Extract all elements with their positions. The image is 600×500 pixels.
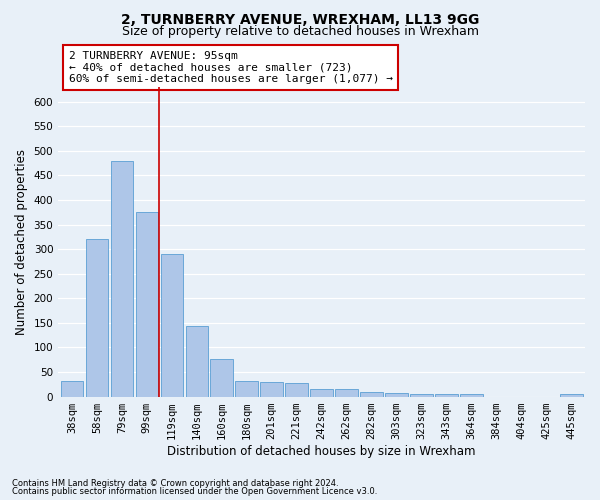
Bar: [335, 388, 358, 396]
Bar: [110, 160, 133, 396]
Bar: [260, 382, 283, 396]
Bar: [211, 359, 233, 397]
X-axis label: Distribution of detached houses by size in Wrexham: Distribution of detached houses by size …: [167, 444, 476, 458]
Bar: [310, 388, 333, 396]
Y-axis label: Number of detached properties: Number of detached properties: [15, 149, 28, 335]
Bar: [286, 383, 308, 396]
Bar: [385, 392, 408, 396]
Text: 2 TURNBERRY AVENUE: 95sqm
← 40% of detached houses are smaller (723)
60% of semi: 2 TURNBERRY AVENUE: 95sqm ← 40% of detac…: [69, 51, 393, 84]
Bar: [410, 394, 433, 396]
Bar: [560, 394, 583, 396]
Text: Contains public sector information licensed under the Open Government Licence v3: Contains public sector information licen…: [12, 487, 377, 496]
Bar: [61, 382, 83, 396]
Bar: [460, 394, 482, 396]
Text: Size of property relative to detached houses in Wrexham: Size of property relative to detached ho…: [121, 25, 479, 38]
Bar: [86, 240, 108, 396]
Bar: [161, 254, 183, 396]
Text: 2, TURNBERRY AVENUE, WREXHAM, LL13 9GG: 2, TURNBERRY AVENUE, WREXHAM, LL13 9GG: [121, 12, 479, 26]
Text: Contains HM Land Registry data © Crown copyright and database right 2024.: Contains HM Land Registry data © Crown c…: [12, 478, 338, 488]
Bar: [360, 392, 383, 396]
Bar: [136, 212, 158, 396]
Bar: [185, 326, 208, 396]
Bar: [435, 394, 458, 396]
Bar: [235, 381, 258, 396]
